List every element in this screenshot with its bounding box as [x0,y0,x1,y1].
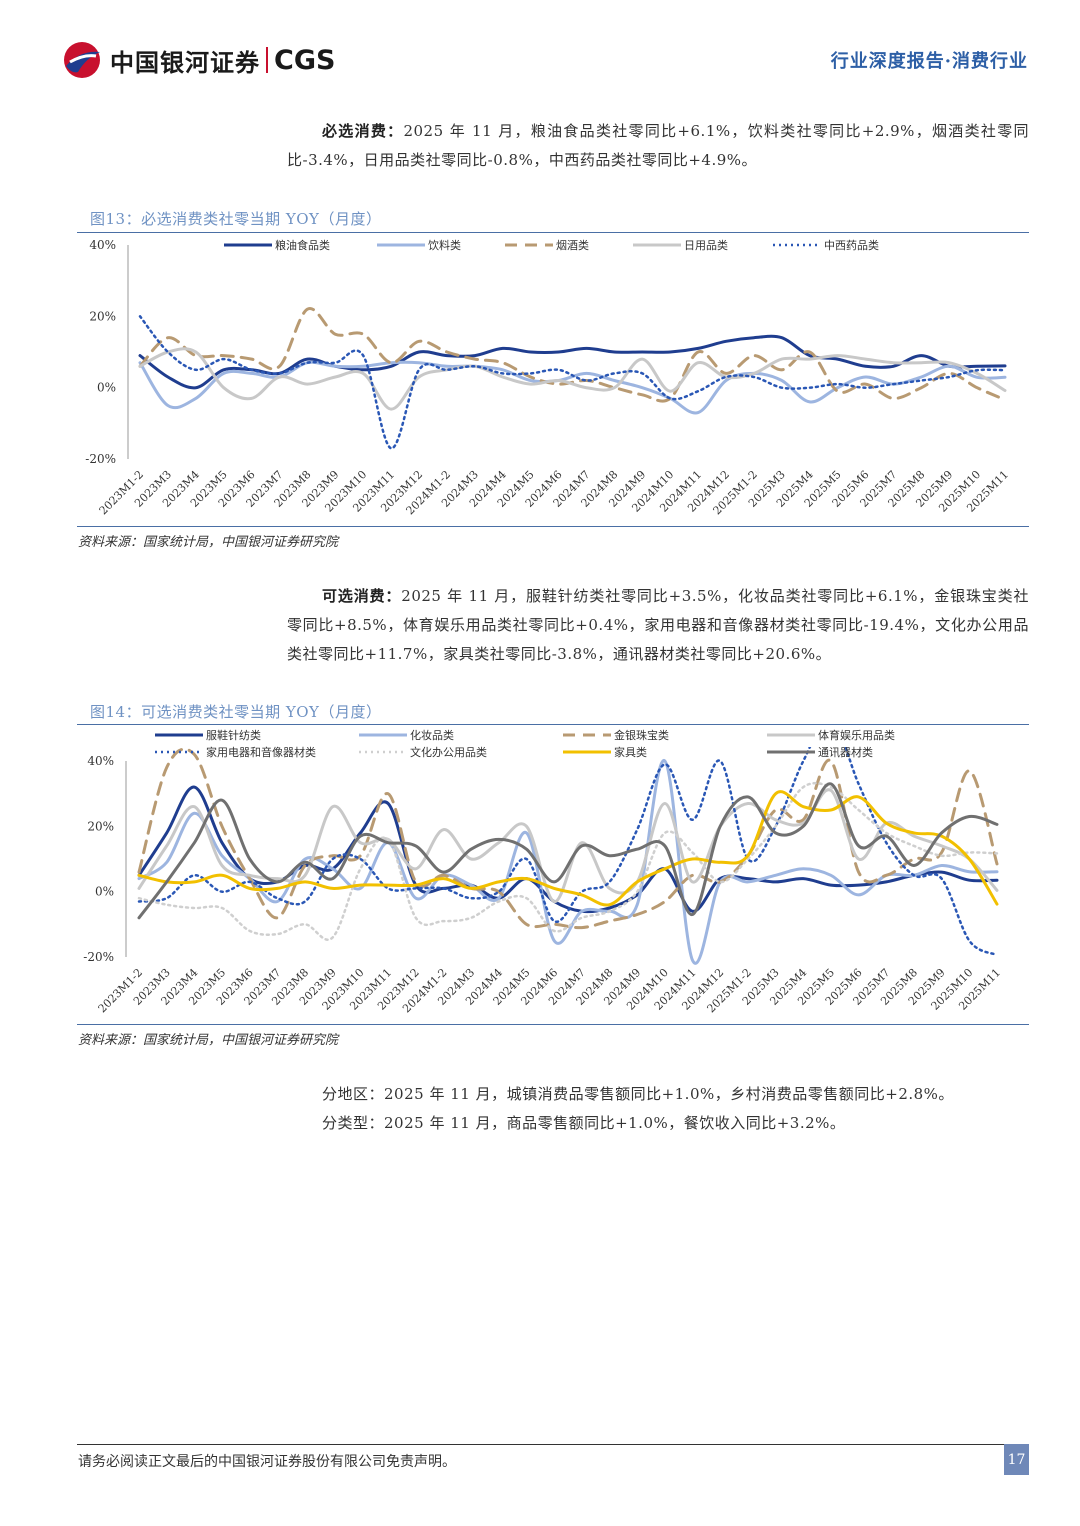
figure14-chart: 40% 20% 0% -20% 2023M1-2 2023M3 2023M4 2023M5 20… [77,725,1029,1024]
legend-label: 烟酒类 [556,238,589,252]
y-tick-label: 40% [89,238,116,252]
legend-label: 饮料类 [428,238,461,252]
series-line-5 [138,315,1007,450]
brand-mark-icon [64,42,100,78]
legend-label: 家具类 [614,745,647,759]
discretionary-consumption-paragraph: 可选消费：2025 年 11 月，服鞋针纺类社零同比+3.5%，化妆品类社零同比… [287,582,1029,669]
legend-label: 通讯器材类 [818,745,873,759]
legend-label: 中西药品类 [824,238,879,252]
legend-label: 化妆品类 [410,728,454,742]
brand-name-en: CGS [274,44,336,76]
series-line-7 [137,790,999,907]
brand-logo: 中国银河证券 CGS [60,40,335,80]
by-region-line: 分地区：2025 年 11 月，城镇消费品零售额同比+1.0%，乡村消费品零售额… [322,1085,954,1103]
legend-label: 体育娱乐用品类 [818,728,895,742]
footer-rule [77,1444,1004,1445]
series-line-5 [137,747,999,957]
series-line-4 [138,347,1007,411]
series-line-6 [137,781,999,941]
figure14-bottom-rule [77,1024,1029,1025]
figure14-top-rule [77,724,1029,725]
chart-svg: 40%20%0%-20%2023M1-22023M32023M42023M520… [85,238,1011,517]
figure14-title: 图14：可选消费类社零当期 YOY（月度） [90,703,382,721]
page-header: 中国银河证券 CGS 行业深度报告·消费行业 [0,0,1080,100]
y-tick-label: 40% [87,754,114,768]
brand-name-cn: 中国银河证券 [110,48,260,77]
legend-label: 金银珠宝类 [614,728,669,742]
by-type-line: 分类型：2025 年 11 月，商品零售额同比+1.0%，餐饮收入同比+3.2%… [322,1114,846,1132]
figure13-chart: 40% 20% 0% -20% 2023M1-2 2023M3 2023M4 2023M5 20… [77,233,1029,525]
y-tick-label: 20% [89,309,116,323]
footer-disclaimer: 请务必阅读正文最后的中国银河证券股份有限公司免责声明。 [78,1454,456,1470]
figure13-source: 资料来源：国家统计局，中国银河证券研究院 [78,535,339,550]
page-number: 17 [1004,1444,1029,1475]
discretionary-lead: 可选消费： [322,587,402,605]
figure13-top-rule [77,232,1029,233]
legend-label: 家用电器和音像器材类 [206,745,316,759]
y-tick-label: 20% [87,819,114,833]
report-category: 行业深度报告·消费行业 [830,51,1028,72]
staple-consumption-paragraph: 必选消费：2025 年 11 月，粮油食品类社零同比+6.1%，饮料类社零同比+… [287,117,1029,175]
chart-svg: 40%20%0%-20%2023M1-22023M32023M42023M520… [83,728,1003,1015]
legend-label: 服鞋针纺类 [206,728,261,742]
staple-body: 2025 年 11 月，粮油食品类社零同比+6.1%，饮料类社零同比+2.9%，… [287,122,1029,169]
y-tick-label: -20% [85,452,116,466]
discretionary-body: 2025 年 11 月，服鞋针纺类社零同比+3.5%，化妆品类社零同比+6.1%… [287,587,1029,663]
brand-separator [266,47,268,73]
y-tick-label: 0% [97,381,116,395]
y-tick-label: 0% [95,885,114,899]
legend-label: 粮油食品类 [275,238,330,252]
legend-label: 文化办公用品类 [410,745,487,759]
figure13-bottom-rule [77,526,1029,527]
figure13-title: 图13：必选消费类社零当期 YOY（月度） [90,210,382,228]
y-tick-label: -20% [83,950,114,964]
legend-label: 日用品类 [684,238,728,252]
series-line-3 [137,747,999,930]
staple-lead: 必选消费： [322,122,404,140]
figure14-source: 资料来源：国家统计局，中国银河证券研究院 [78,1033,339,1048]
series-line-2 [137,759,999,965]
series-line-8 [137,782,999,920]
